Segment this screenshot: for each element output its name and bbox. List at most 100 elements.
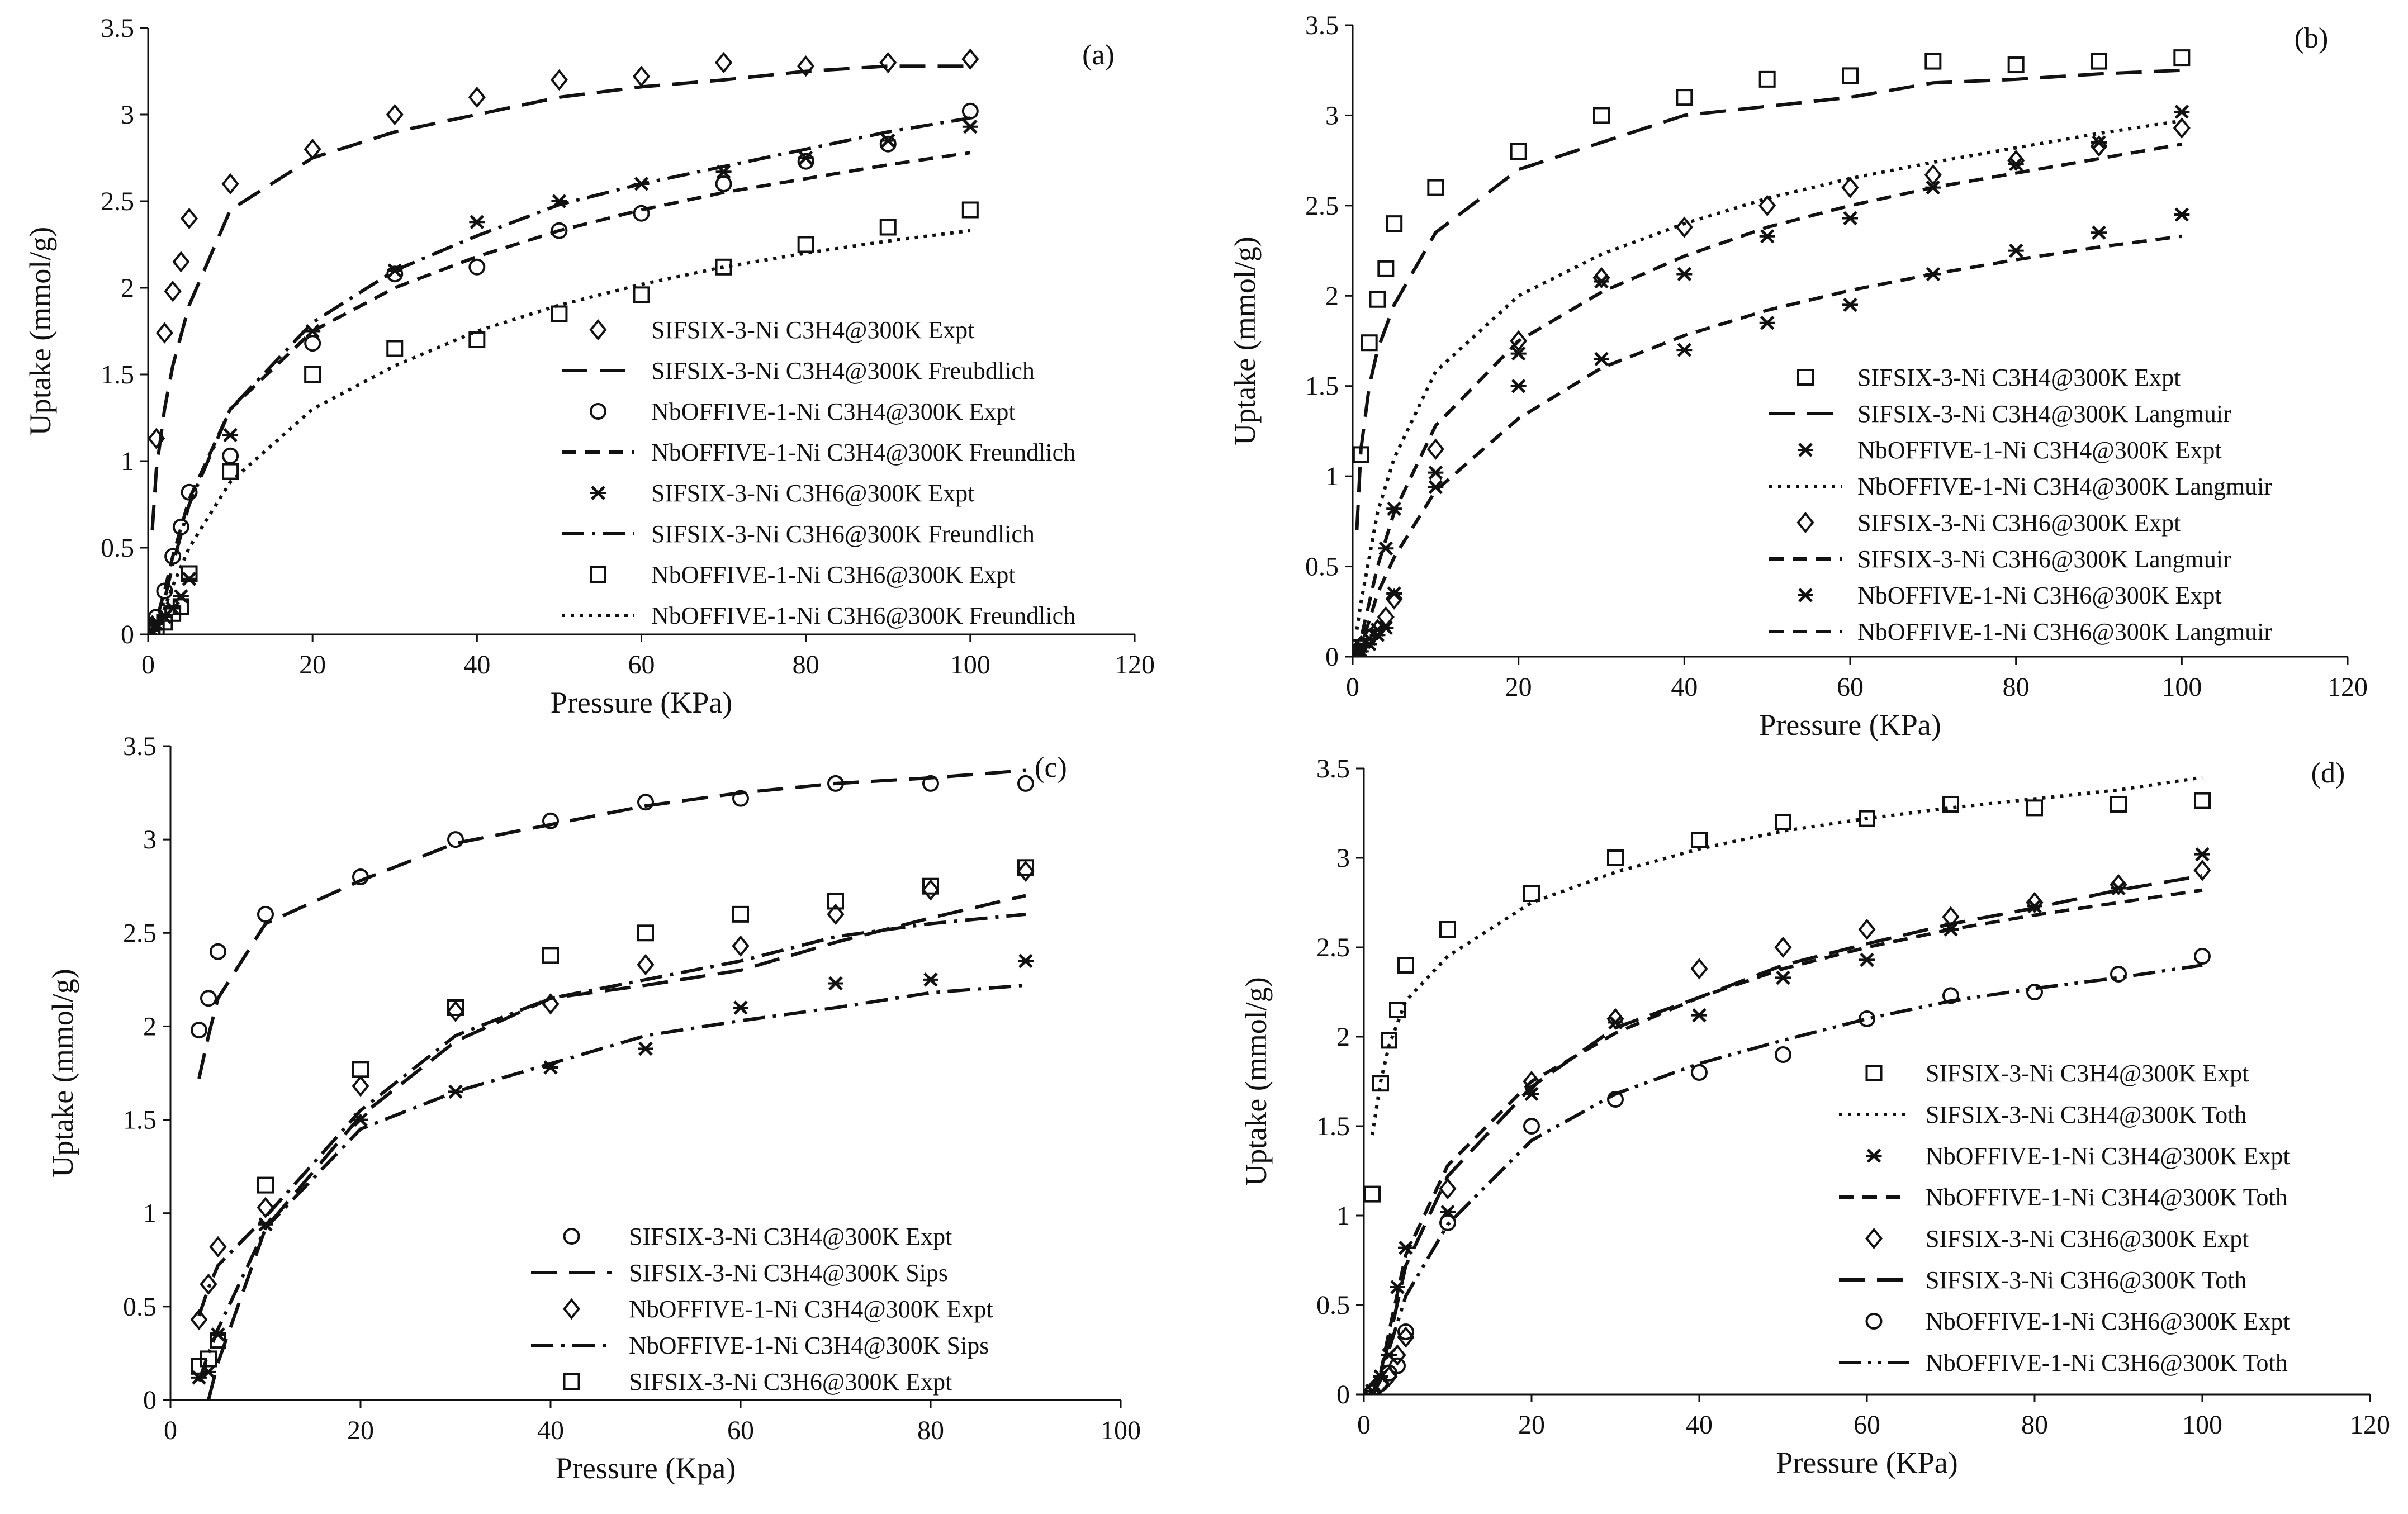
legend-entry-label: NbOFFIVE-1-Ni C3H6@300K Toth — [1926, 1349, 2288, 1377]
data-point-diamond — [1841, 177, 1859, 198]
data-point-square — [1377, 260, 1395, 277]
data-point-diamond — [879, 51, 897, 74]
data-point-circle — [1017, 775, 1034, 792]
data-point-diamond — [1380, 1365, 1398, 1388]
data-point-star — [1842, 297, 1858, 312]
data-point-star — [1842, 211, 1858, 226]
data-point-circle — [1942, 987, 1959, 1004]
legend: SIFSIX-3-Ni C3H4@300K Expt SIFSIX-3-Ni C3… — [531, 1223, 993, 1396]
y-tick-label: 2 — [1336, 1022, 1350, 1052]
data-point-circle — [1389, 1357, 1406, 1374]
x-tick-label: 0 — [1357, 1410, 1371, 1440]
series-line — [1371, 888, 2203, 1394]
data-point-diamond — [732, 935, 750, 957]
data-point-square — [2091, 53, 2107, 70]
series-line — [1371, 776, 2203, 1136]
x-tick-label: 60 — [628, 650, 655, 680]
data-point-circle — [2194, 948, 2211, 965]
legend-entry-label: NbOFFIVE-1-Ni C3H4@300K Langmuir — [1857, 473, 2272, 500]
data-point-circle — [879, 135, 897, 153]
x-tick-label: 80 — [917, 1416, 944, 1445]
chart-panel-2: 0 20 40 60 80 100 120 0 0.5 1 1.5 2 2.5 3 3.5 Pressure … — [1228, 11, 2368, 742]
data-point-star — [469, 215, 485, 229]
legend-entry-label: SIFSIX-3-Ni C3H4@300K Freubdlich — [651, 357, 1035, 385]
data-point-star — [2194, 847, 2210, 862]
x-tick-label: 20 — [1505, 672, 1532, 702]
panel-label: (d) — [2311, 757, 2345, 789]
legend: SIFSIX-3-Ni C3H4@300K Expt SIFSIX-3-Ni C3… — [1769, 364, 2272, 646]
panel-label: (a) — [1082, 39, 1115, 71]
x-tick-label: 100 — [1101, 1416, 1141, 1445]
data-point-star — [222, 428, 239, 443]
data-point-diamond — [221, 173, 239, 195]
data-point-diamond — [468, 86, 486, 108]
x-tick-label: 0 — [141, 650, 155, 680]
x-tick-label: 40 — [1671, 672, 1698, 702]
y-tick-label: 1 — [1325, 462, 1339, 491]
data-point-square — [1510, 143, 1527, 160]
data-point-square — [637, 924, 654, 942]
data-point-star — [923, 972, 938, 987]
legend-entry-label: SIFSIX-3-Ni C3H4@300K Toth — [1926, 1101, 2246, 1128]
x-axis-title: Pressure (KPa) — [551, 686, 732, 719]
legend-entry-label: NbOFFIVE-1-Ni C3H4@300K Sips — [629, 1332, 989, 1359]
data-point-circle — [1523, 1118, 1540, 1135]
x-tick-label: 20 — [347, 1416, 374, 1445]
legend-entry-label: SIFSIX-3-Ni C3H4@300K Expt — [1857, 364, 2181, 391]
data-point-square — [542, 947, 559, 964]
data-point-square — [257, 1176, 274, 1194]
series-line — [150, 229, 971, 634]
y-tick-label: 3 — [143, 825, 157, 855]
y-tick-label: 3 — [121, 100, 134, 130]
legend-entry-label: NbOFFIVE-1-Ni C3H6@300K Expt — [1926, 1308, 2290, 1335]
data-point-star — [1386, 586, 1402, 601]
data-point-diamond — [550, 69, 568, 91]
y-tick-label: 1.5 — [123, 1105, 157, 1135]
legend-swatch-marker — [590, 403, 606, 420]
data-point-star — [1398, 1240, 1414, 1255]
data-point-square — [2173, 49, 2191, 67]
data-point-square — [222, 463, 239, 480]
data-point-square — [1386, 215, 1403, 232]
y-axis-title: Uptake (mmol/g) — [23, 227, 57, 435]
data-point-diamond — [1426, 438, 1444, 460]
legend-entry-label: SIFSIX-3-Ni C3H6@300K Langmuir — [1857, 545, 2231, 573]
x-tick-label: 120 — [1115, 650, 1155, 680]
data-point-diamond — [1942, 906, 1960, 928]
x-axis-title: Pressure (KPa) — [1759, 708, 1941, 742]
data-point-diamond — [172, 251, 190, 273]
legend-entry-label: NbOFFIVE-1-Ni C3H6@300K Langmuir — [1857, 618, 2272, 646]
legend-entry-label: SIFSIX-3-Ni C3H6@300K Expt — [1857, 509, 2181, 537]
data-point-star — [1018, 953, 1034, 969]
legend-entry-label: NbOFFIVE-1-Ni C3H4@300K Toth — [1926, 1184, 2288, 1211]
data-point-diamond — [961, 48, 979, 70]
y-tick-label: 3.5 — [1305, 11, 1339, 40]
data-point-circle — [1775, 1046, 1791, 1063]
data-point-circle — [2110, 966, 2127, 983]
data-point-diamond — [2090, 135, 2108, 157]
series-line — [1371, 964, 2203, 1394]
x-tick-label: 60 — [1854, 1410, 1880, 1440]
x-tick-label: 80 — [2003, 672, 2030, 702]
x-tick-label: 120 — [2328, 672, 2368, 702]
data-point-square — [961, 201, 979, 219]
data-layer — [1364, 776, 2211, 1394]
data-point-diamond — [155, 322, 173, 344]
y-tick-label: 0.5 — [123, 1292, 157, 1322]
x-tick-label: 60 — [1837, 672, 1864, 702]
data-point-square — [551, 305, 568, 322]
data-point-star — [181, 572, 197, 586]
data-point-circle — [1364, 1384, 1381, 1394]
data-point-star — [1775, 970, 1791, 985]
data-point-square — [172, 598, 189, 615]
data-point-diamond — [1774, 936, 1792, 958]
data-point-square — [1369, 291, 1386, 308]
data-point-square — [352, 1061, 369, 1078]
data-point-star — [1676, 267, 1693, 282]
legend-swatch-marker — [1797, 369, 1814, 386]
data-point-circle — [386, 265, 404, 283]
x-tick-label: 40 — [463, 650, 490, 680]
x-tick-label: 80 — [2021, 1410, 2048, 1440]
series-line — [207, 894, 1026, 1400]
y-tick-label: 0.5 — [1305, 552, 1339, 582]
